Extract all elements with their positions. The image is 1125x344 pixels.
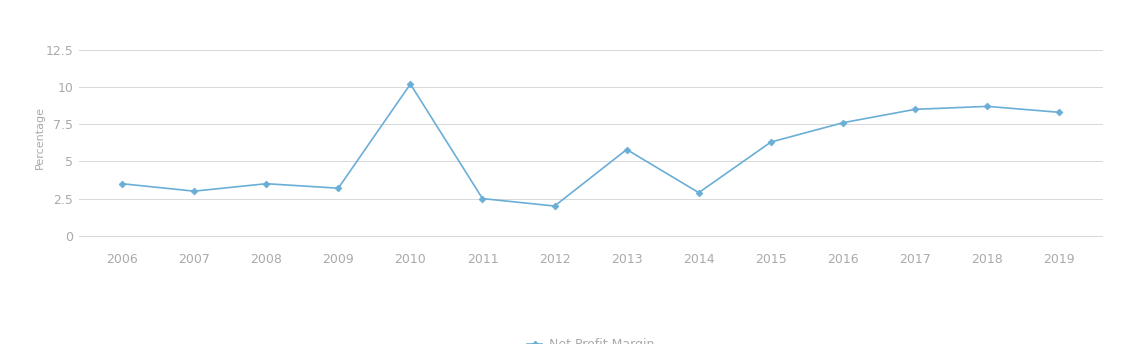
Line: Net Profit Margin: Net Profit Margin [119, 82, 1062, 208]
Net Profit Margin [620, 148, 633, 152]
Y-axis label: Percentage: Percentage [35, 106, 45, 169]
Net Profit Margin [836, 121, 849, 125]
Net Profit Margin [980, 104, 993, 108]
Net Profit Margin [332, 186, 345, 190]
Net Profit Margin [548, 204, 561, 208]
Net Profit Margin [115, 182, 128, 186]
Net Profit Margin [908, 107, 921, 111]
Net Profit Margin [260, 182, 273, 186]
Legend: Net Profit Margin: Net Profit Margin [522, 333, 659, 344]
Net Profit Margin [692, 191, 705, 195]
Net Profit Margin [1053, 110, 1066, 114]
Net Profit Margin [404, 82, 417, 86]
Net Profit Margin [188, 189, 201, 193]
Net Profit Margin [764, 140, 777, 144]
Net Profit Margin [476, 196, 489, 201]
